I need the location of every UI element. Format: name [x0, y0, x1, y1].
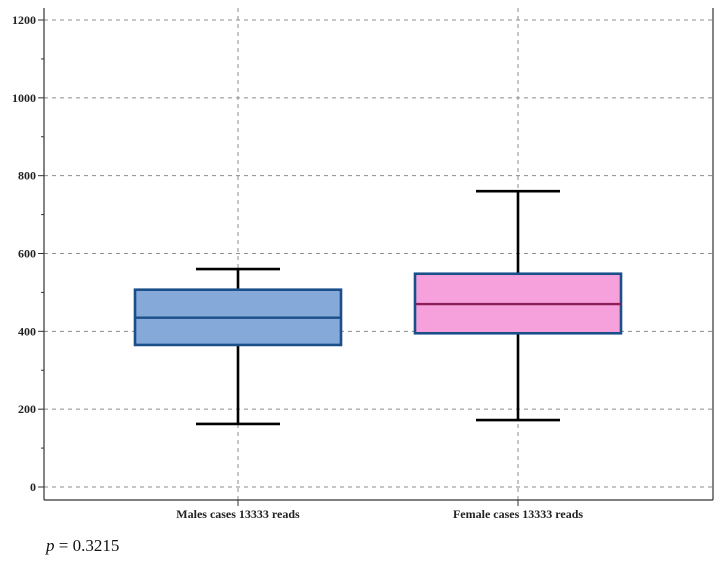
y-tick-label-400: 400 [18, 324, 36, 338]
y-tick-label-800: 800 [18, 169, 36, 183]
y-tick-label-0: 0 [30, 480, 36, 494]
y-tick-label-200: 200 [18, 402, 36, 416]
y-tick-label-1200: 1200 [12, 13, 36, 27]
p-symbol: p [46, 536, 55, 555]
y-tick-label-600: 600 [18, 247, 36, 261]
box-2 [413, 189, 623, 422]
x-category-label-2: Female cases 13333 reads [453, 507, 583, 521]
p-value-text: = 0.3215 [54, 536, 120, 555]
box-1 [133, 267, 343, 426]
x-category-label-1: Males cases 13333 reads [176, 507, 300, 521]
p-value-annotation: p = 0.3215 [46, 536, 119, 556]
y-tick-label-1000: 1000 [12, 91, 36, 105]
